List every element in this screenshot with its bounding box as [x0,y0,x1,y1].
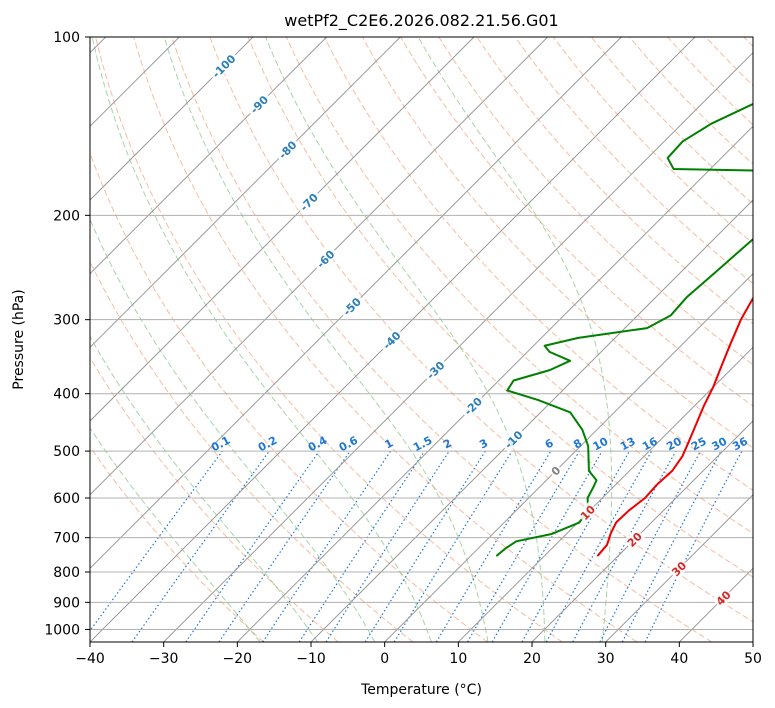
isotherm-line [90,37,622,570]
mixing-ratio-label: 20 [664,435,684,454]
isotherm-label-backdrop [207,49,240,82]
y-tick-label: 100 [53,30,80,46]
x-axis-ticks: −40 −30 −20 −10 0 10 20 30 40 50 [75,642,762,667]
sounding-profiles [496,102,753,557]
y-tick-label: 300 [53,313,80,329]
mixing-ratio-label: 16 [640,435,660,454]
dry-adiabat-line [400,37,753,407]
moist-adiabats [90,37,613,642]
dry-adiabat-line [438,37,753,366]
temperature-profile-line [596,296,753,557]
isotherm-label-backdrop [711,586,734,609]
dry-adiabat-line [90,260,414,642]
x-tick-label: 50 [744,651,762,667]
x-axis-label: Temperature (°C) [360,682,482,698]
dry-adiabat-line [90,151,488,642]
isotherm-label-backdrop [459,392,487,420]
isotherm-line [605,493,753,642]
chart-title: wetPf2_C2E6.2026.082.21.56.G01 [284,11,558,31]
isotherm-label-backdrop [499,425,527,453]
dry-adiabat-line [133,37,638,642]
dry-adiabat-line [247,37,753,578]
mixing-ratio-line [185,450,320,642]
x-tick-label: −20 [223,651,253,667]
isotherm-label-backdrop [546,462,564,480]
isotherm-label-backdrop [377,326,405,354]
y-tick-label: 600 [53,491,80,507]
isotherm-label-backdrop [421,356,449,384]
x-tick-label: 20 [523,651,541,667]
mixing-ratio-line [90,450,223,632]
moist-adiabat-line [91,37,432,642]
moist-adiabat-line [417,37,613,642]
moist-adiabat-line [90,335,319,642]
y-tick-label: 700 [53,531,80,547]
x-tick-label: 40 [670,651,688,667]
dry-adiabat-line [323,37,753,491]
mixing-ratio-line [521,450,631,642]
x-tick-label: −30 [149,651,179,667]
y-tick-label: 400 [53,387,80,403]
moist-adiabat-line [90,218,376,642]
isotherm-line [384,272,753,642]
mixing-ratio-label: 10 [591,435,611,454]
isotherm-label: 0 [546,462,564,480]
x-tick-label: −40 [75,651,105,667]
mixing-ratio-label: 25 [689,435,709,454]
isotherm-line [90,37,401,349]
plot-frame [89,36,754,643]
y-tick-label: 800 [53,565,80,581]
isotherm-line [90,37,549,496]
isotherm-line [163,51,753,642]
isotherm-line [90,37,254,201]
line-labels: 0.10.20.40.611.52346810131620253036-100-… [207,49,750,609]
x-tick-label: 10 [449,651,467,667]
moist-adiabat-line [163,37,489,642]
mixing-ratio-line [393,450,513,642]
isotherm-line [457,346,753,642]
mixing-ratio-line [364,450,486,642]
dry-adiabat-line [552,37,753,245]
moist-adiabat-line [265,37,546,642]
x-tick-label: 30 [597,651,615,667]
mixing-ratio-label: 13 [618,435,638,454]
y-tick-label: 200 [53,208,80,224]
mixing-ratio-line [466,450,580,642]
isotherm-line [310,199,753,642]
x-tick-label: 0 [380,651,389,667]
isotherm-line [90,37,328,275]
dry-adiabat-line [95,37,563,642]
isotherm-label-backdrop [273,136,301,163]
dry-adiabat-line [90,356,339,642]
mixing-ratio-line [131,450,270,642]
plot-area: 0.10.20.40.611.52346810131620253036-100-… [90,37,753,642]
mixing-ratio-line [325,450,450,642]
x-tick-label: −10 [296,651,326,667]
isotherm-label-backdrop [245,90,273,118]
isotherm-label-backdrop [623,528,646,551]
isotherm-label-backdrop [311,245,339,273]
y-tick-label: 500 [53,444,80,460]
mixing-ratio-line [491,450,603,642]
mixing-ratio-label: 30 [710,435,730,454]
mixing-ratio-line [435,450,552,642]
y-tick-label: 1000 [44,622,80,638]
isotherm-label-backdrop [576,501,599,524]
isotherm-line [90,37,475,422]
y-tick-label: 900 [53,595,80,611]
isotherm-label-backdrop [338,292,365,320]
isotherm-label-backdrop [295,188,322,216]
y-axis-ticks: 100 200 300 400 500 600 700 800 900 1000 [44,30,90,638]
mixing-ratio-label: 36 [730,435,750,454]
mixing-ratio-line [218,450,351,642]
dry-adiabat-line [514,37,753,285]
dewpoint-profile-line [496,102,753,557]
isotherm-line [236,125,753,642]
dry-adiabat-line [285,37,753,534]
isotherm-label-backdrop [667,557,690,580]
y-axis-label: Pressure (hPa) [11,289,27,389]
